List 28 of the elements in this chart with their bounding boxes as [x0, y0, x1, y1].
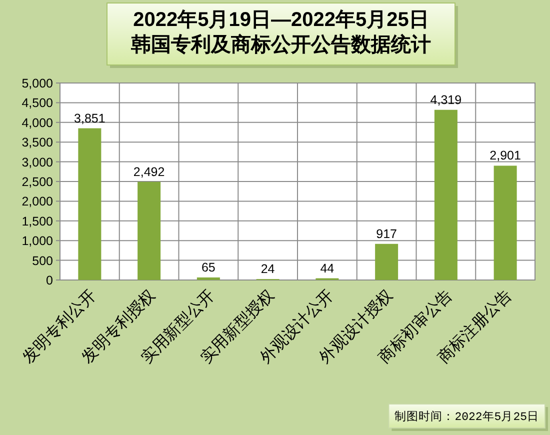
data-label: 2,901: [490, 148, 521, 163]
y-tick-label: 4,500: [22, 96, 54, 110]
y-tick-label: 5,000: [22, 76, 54, 90]
data-label: 917: [376, 226, 398, 241]
text: 制图时间：2022年5月25日: [394, 410, 539, 424]
y-tick-label: 4,000: [22, 116, 54, 130]
bar: [375, 244, 398, 280]
data-label: 2,492: [133, 164, 165, 179]
chart-title: 2022年5月19日—2022年5月25日: [133, 9, 429, 31]
y-tick-label: 1,500: [22, 214, 54, 228]
data-label: 4,319: [430, 92, 462, 107]
bar: [78, 128, 102, 280]
y-tick-label: 500: [32, 254, 54, 268]
data-label: 24: [260, 262, 275, 276]
data-label: 3,851: [74, 111, 106, 126]
y-tick-label: 0: [46, 274, 54, 288]
y-tick-label: 3,500: [22, 136, 54, 150]
data-label: 65: [201, 260, 216, 274]
bar: [494, 166, 517, 280]
chart-subtitle: 韩国专利及商标公开公告数据统计: [130, 33, 431, 56]
bar: [434, 110, 458, 280]
data-label: 44: [320, 261, 334, 276]
y-tick-label: 2,500: [22, 175, 54, 189]
bar: [196, 277, 220, 280]
bar: [138, 182, 161, 280]
y-tick-label: 2,000: [22, 194, 54, 209]
y-tick-label: 1,000: [22, 234, 54, 248]
y-tick-label: 3,000: [22, 155, 54, 170]
